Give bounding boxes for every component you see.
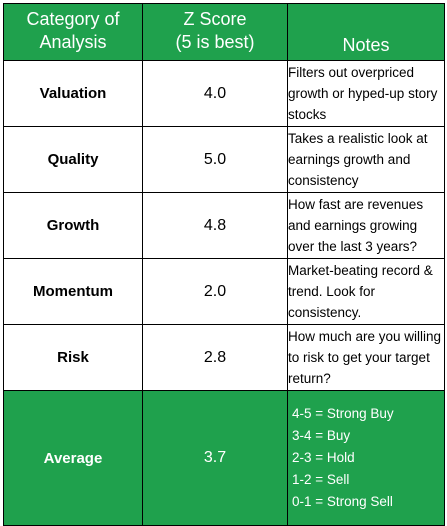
- header-notes: Notes: [287, 3, 445, 61]
- table-row: Quality 5.0 Takes a realistic look at ea…: [3, 126, 445, 193]
- header-row: Category of Analysis Z Score (5 is best)…: [3, 3, 445, 61]
- category-cell: Growth: [3, 192, 143, 259]
- score-cell: 5.0: [142, 126, 288, 193]
- notes-cell: How fast are revenues and earnings growi…: [287, 192, 445, 259]
- category-cell: Momentum: [3, 258, 143, 325]
- table-body: Valuation 4.0 Filters out overpriced gro…: [3, 60, 445, 526]
- legend-item: 0-1 = Strong Sell: [292, 494, 393, 509]
- table-row: Risk 2.8 How much are you willing to ris…: [3, 324, 445, 391]
- score-cell: 2.8: [142, 324, 288, 391]
- score-table: Category of Analysis Z Score (5 is best)…: [3, 3, 445, 526]
- legend-item: 2-3 = Hold: [292, 450, 355, 465]
- average-score: 3.7: [142, 390, 288, 526]
- notes-cell: Filters out overpriced growth or hyped-u…: [287, 60, 445, 127]
- rating-legend: 4-5 = Strong Buy 3-4 = Buy 2-3 = Hold 1-…: [287, 390, 445, 526]
- category-cell: Valuation: [3, 60, 143, 127]
- table-row: Momentum 2.0 Market-beating record & tre…: [3, 258, 445, 325]
- legend-item: 3-4 = Buy: [292, 428, 351, 443]
- score-cell: 2.0: [142, 258, 288, 325]
- legend-item: 4-5 = Strong Buy: [292, 406, 394, 421]
- header-score: Z Score (5 is best): [142, 3, 288, 61]
- table-row: Valuation 4.0 Filters out overpriced gro…: [3, 60, 445, 127]
- score-cell: 4.0: [142, 60, 288, 127]
- legend-item: 1-2 = Sell: [292, 472, 350, 487]
- category-cell: Risk: [3, 324, 143, 391]
- notes-cell: Market-beating record & trend. Look for …: [287, 258, 445, 325]
- score-cell: 4.8: [142, 192, 288, 259]
- average-row: Average 3.7 4-5 = Strong Buy 3-4 = Buy 2…: [3, 390, 445, 526]
- table-header: Category of Analysis Z Score (5 is best)…: [3, 3, 445, 61]
- header-category: Category of Analysis: [3, 3, 143, 61]
- notes-cell: Takes a realistic look at earnings growt…: [287, 126, 445, 193]
- table-row: Growth 4.8 How fast are revenues and ear…: [3, 192, 445, 259]
- notes-cell: How much are you willing to risk to get …: [287, 324, 445, 391]
- average-label: Average: [3, 390, 143, 526]
- category-cell: Quality: [3, 126, 143, 193]
